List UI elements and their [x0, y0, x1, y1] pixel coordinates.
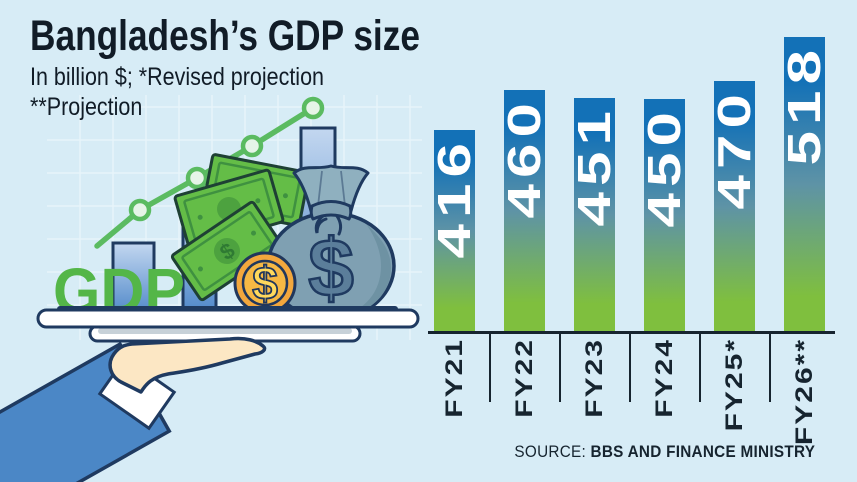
axis-label-FY21: FY21: [440, 338, 468, 418]
trend-line-icon: [94, 96, 325, 249]
bar-value-label: 451: [568, 105, 620, 227]
axis-label-FY22: FY22: [510, 338, 538, 418]
axis-label-FY23: FY23: [580, 338, 608, 418]
dollar-coin-icon: $: [233, 251, 297, 315]
bar-value-label: 470: [708, 88, 760, 210]
header: Bangladesh’s GDP size In billion $; *Rev…: [30, 12, 506, 121]
axis-label-FY25*: FY25*: [720, 338, 748, 432]
bar-value-label: 460: [498, 97, 550, 219]
money-bag-icon: $: [266, 164, 396, 321]
source-note: SOURCE: BBS AND FINANCE MINISTRY: [514, 442, 815, 462]
page-title: Bangladesh’s GDP size: [30, 12, 420, 60]
bar-FY21: 416: [428, 130, 480, 332]
bar-FY23: 451: [568, 98, 620, 332]
money-bills-icon: $: [170, 153, 311, 302]
axis-tick: [489, 332, 491, 402]
source-prefix: SOURCE:: [514, 442, 591, 461]
bar-FY24: 450: [638, 99, 690, 332]
source-text: BBS AND FINANCE MINISTRY: [590, 442, 815, 461]
axis-tick: [769, 332, 771, 402]
axis-tick: [699, 332, 701, 402]
chart-subtitle-line1: In billion $; *Revised projection: [30, 63, 324, 91]
chart-subtitle-line2: **Projection: [30, 93, 143, 121]
bar-value-label: 450: [638, 106, 690, 228]
bag-dollar-sign: $: [308, 223, 354, 314]
axis-label-FY26**: FY26**: [790, 338, 818, 446]
hand-icon: [0, 336, 267, 482]
gdp-tray-illustration: GDP $: [0, 95, 422, 482]
axis-tick: [559, 332, 561, 402]
bar-value-label: 518: [778, 44, 830, 166]
axis-label-FY24: FY24: [650, 338, 678, 418]
bar-FY26**: 518: [778, 37, 830, 332]
bar-value-label: 416: [428, 137, 480, 259]
axis-tick: [629, 332, 631, 402]
coin-dollar-sign: $: [252, 257, 278, 309]
bar-FY22: 460: [498, 90, 550, 332]
bar-FY25*: 470: [708, 81, 760, 332]
x-axis-line: [428, 331, 835, 334]
